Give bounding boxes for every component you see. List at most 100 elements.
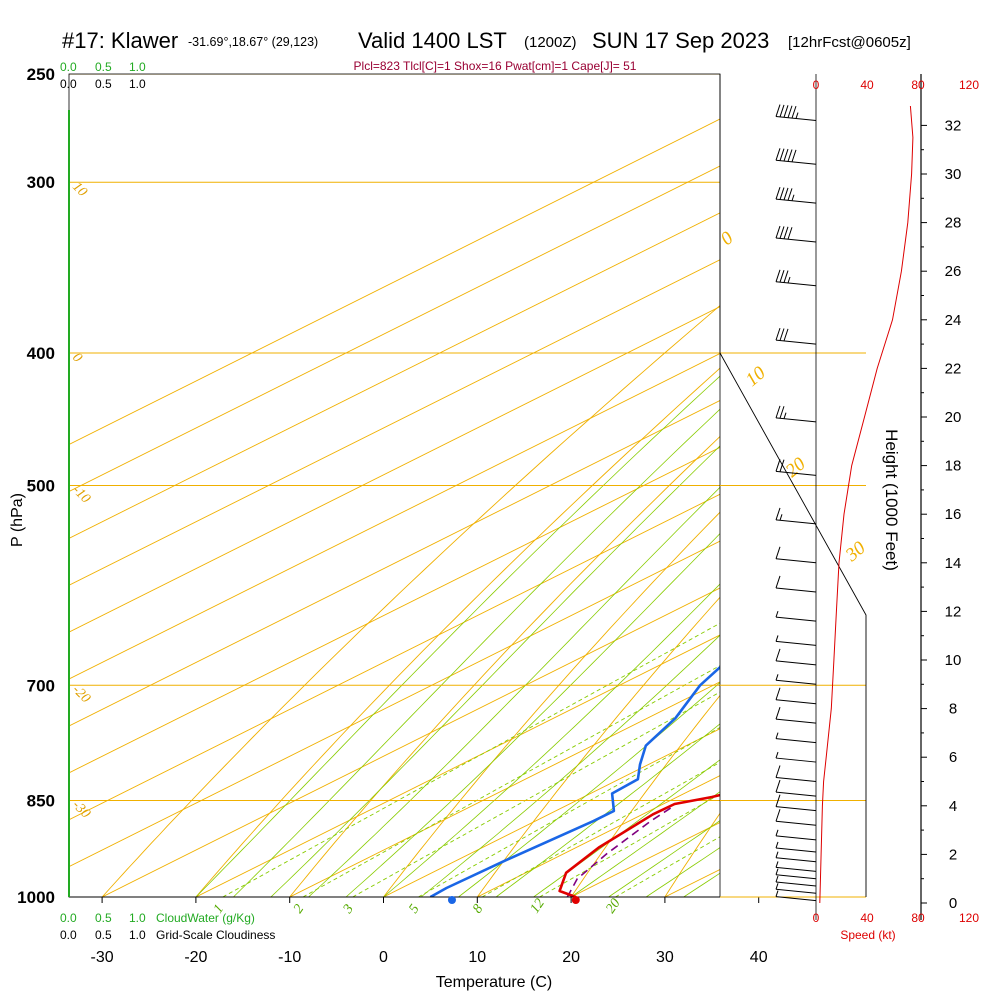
wind-barb-staff	[775, 847, 817, 853]
wind-barb-flag	[775, 507, 781, 521]
cloudwater-tick: 0.5	[95, 911, 112, 925]
utc-time: (1200Z)	[524, 34, 577, 51]
height-axis-title: Height (1000 Feet)	[882, 429, 901, 571]
wind-barb-staff	[775, 159, 817, 165]
cloudwater-tick: 1.0	[129, 911, 146, 925]
wind-barb-staff	[775, 558, 817, 564]
wind-barb-staff	[775, 519, 817, 525]
x-tick-label: -30	[91, 949, 114, 966]
mixing-ratio-label: 5	[406, 902, 422, 916]
sounding-indices: Plcl=823 Tlcl[C]=1 Shox=16 Pwat[cm]=1 Ca…	[354, 59, 637, 73]
y-tick-label: 1000	[17, 888, 55, 907]
wind-barb-staff	[775, 866, 817, 872]
wind-barb-staff	[775, 857, 817, 863]
mixing-ratio-label: 2	[291, 902, 307, 916]
wind-barb-staff	[775, 339, 817, 345]
speed-tick-bottom: 40	[860, 911, 874, 925]
wind-barb-staff	[775, 699, 817, 705]
cloudiness-tick: 0.5	[95, 928, 112, 942]
height-tick-label: 26	[945, 263, 962, 280]
wind-barb-staff	[775, 640, 817, 646]
wind-barb-flag	[775, 327, 781, 341]
mixing-ratio-line	[418, 726, 720, 897]
wind-barb-flag	[783, 105, 789, 118]
wind-barb-flag	[791, 105, 797, 119]
height-tick-label: 16	[945, 506, 962, 523]
wind-barb-half	[779, 514, 783, 521]
isotherm-line	[69, 493, 720, 821]
isotherm-label: -10	[69, 483, 93, 507]
y-tick-label: 700	[27, 676, 55, 695]
height-tick-label: 30	[945, 166, 962, 183]
wind-barb-staff	[775, 718, 817, 724]
wind-barb-flag	[775, 794, 781, 807]
dry-adiabat-line	[570, 694, 720, 897]
wind-barb-staff	[775, 587, 817, 593]
wind-barb	[775, 765, 817, 782]
speed-axis-title: Speed (kt)	[840, 928, 895, 942]
height-tick-label: 4	[949, 798, 957, 815]
wind-barb-flag	[775, 779, 781, 793]
wind-barb	[775, 794, 817, 812]
moist-adiabat-line	[345, 533, 720, 897]
speed-tick-bottom: 80	[911, 911, 925, 925]
cloudwater-scale-top: 0.0 0.5 1.0 0.0 0.5 1.0	[60, 60, 146, 91]
wind-barb-flag	[775, 648, 781, 662]
wind-barb	[775, 459, 817, 476]
height-tick-label: 8	[949, 701, 957, 718]
x-tick-label: 0	[379, 949, 388, 966]
wind-barb	[775, 225, 817, 243]
wind-barb-staff	[775, 738, 817, 744]
wind-barb-flag	[787, 188, 793, 201]
cloudwater-scale-bottom: 0.0 0.5 1.0 CloudWater (g/Kg) 0.0 0.5 1.…	[60, 911, 275, 942]
wind-barb-flag	[775, 546, 781, 559]
wind-barb-half	[775, 890, 779, 897]
wind-barb-flag	[779, 187, 785, 200]
wind-barb-flag	[787, 105, 793, 118]
height-tick-label: 2	[949, 846, 957, 863]
y-tick-label: 300	[27, 173, 55, 192]
forecast-date: SUN 17 Sep 2023	[592, 28, 769, 53]
wind-barb-flag	[787, 227, 793, 240]
wind-barb-flag	[783, 270, 789, 283]
isotherm-line	[101, 587, 720, 897]
wind-barb-staff	[775, 417, 817, 423]
wind-barb	[775, 875, 817, 887]
cloudwater-label: CloudWater (g/Kg)	[156, 911, 255, 925]
mixing-ratio-line	[222, 622, 720, 897]
x-tick-label: 20	[562, 949, 580, 966]
wind-barb-flag	[783, 226, 789, 239]
surface-dewpoint-marker	[447, 896, 456, 904]
wind-barb-half	[783, 412, 787, 419]
wind-barb-half	[775, 883, 779, 890]
wind-barb	[775, 868, 817, 880]
wind-barb	[775, 635, 817, 646]
y-tick-label: 400	[27, 344, 55, 363]
wind-barb-flag	[779, 406, 785, 419]
wind-barb	[775, 829, 817, 841]
moist-adiabat-line	[308, 486, 720, 897]
mixing-ratio-label: 8	[470, 902, 486, 916]
wind-barb-flag	[775, 405, 781, 419]
wind-barb-flag	[775, 187, 781, 200]
mixing-ratio-line	[352, 691, 720, 897]
wind-barb-flag	[775, 104, 781, 117]
wind-barb-staff	[775, 881, 817, 887]
moist-adiabat-line	[533, 759, 720, 897]
wind-barb-flag	[779, 148, 785, 161]
speed-tick-top: 0	[813, 78, 820, 92]
wind-barb-flag	[783, 148, 789, 162]
wind-barb-half	[775, 635, 779, 642]
y-tick-label: 500	[27, 477, 55, 496]
x-tick-label: -20	[184, 949, 207, 966]
x-axis-title: Temperature (C)	[436, 974, 552, 991]
wind-barb	[775, 148, 817, 165]
wind-barb-half	[775, 732, 779, 739]
panel-boundary	[719, 352, 867, 897]
wind-barb	[775, 890, 817, 902]
thermo-grid	[69, 74, 720, 897]
wind-barb	[775, 732, 817, 744]
moist-adiabat-line	[233, 408, 720, 897]
x-tick-label: 30	[656, 949, 674, 966]
wind-barb-staff	[775, 757, 817, 763]
